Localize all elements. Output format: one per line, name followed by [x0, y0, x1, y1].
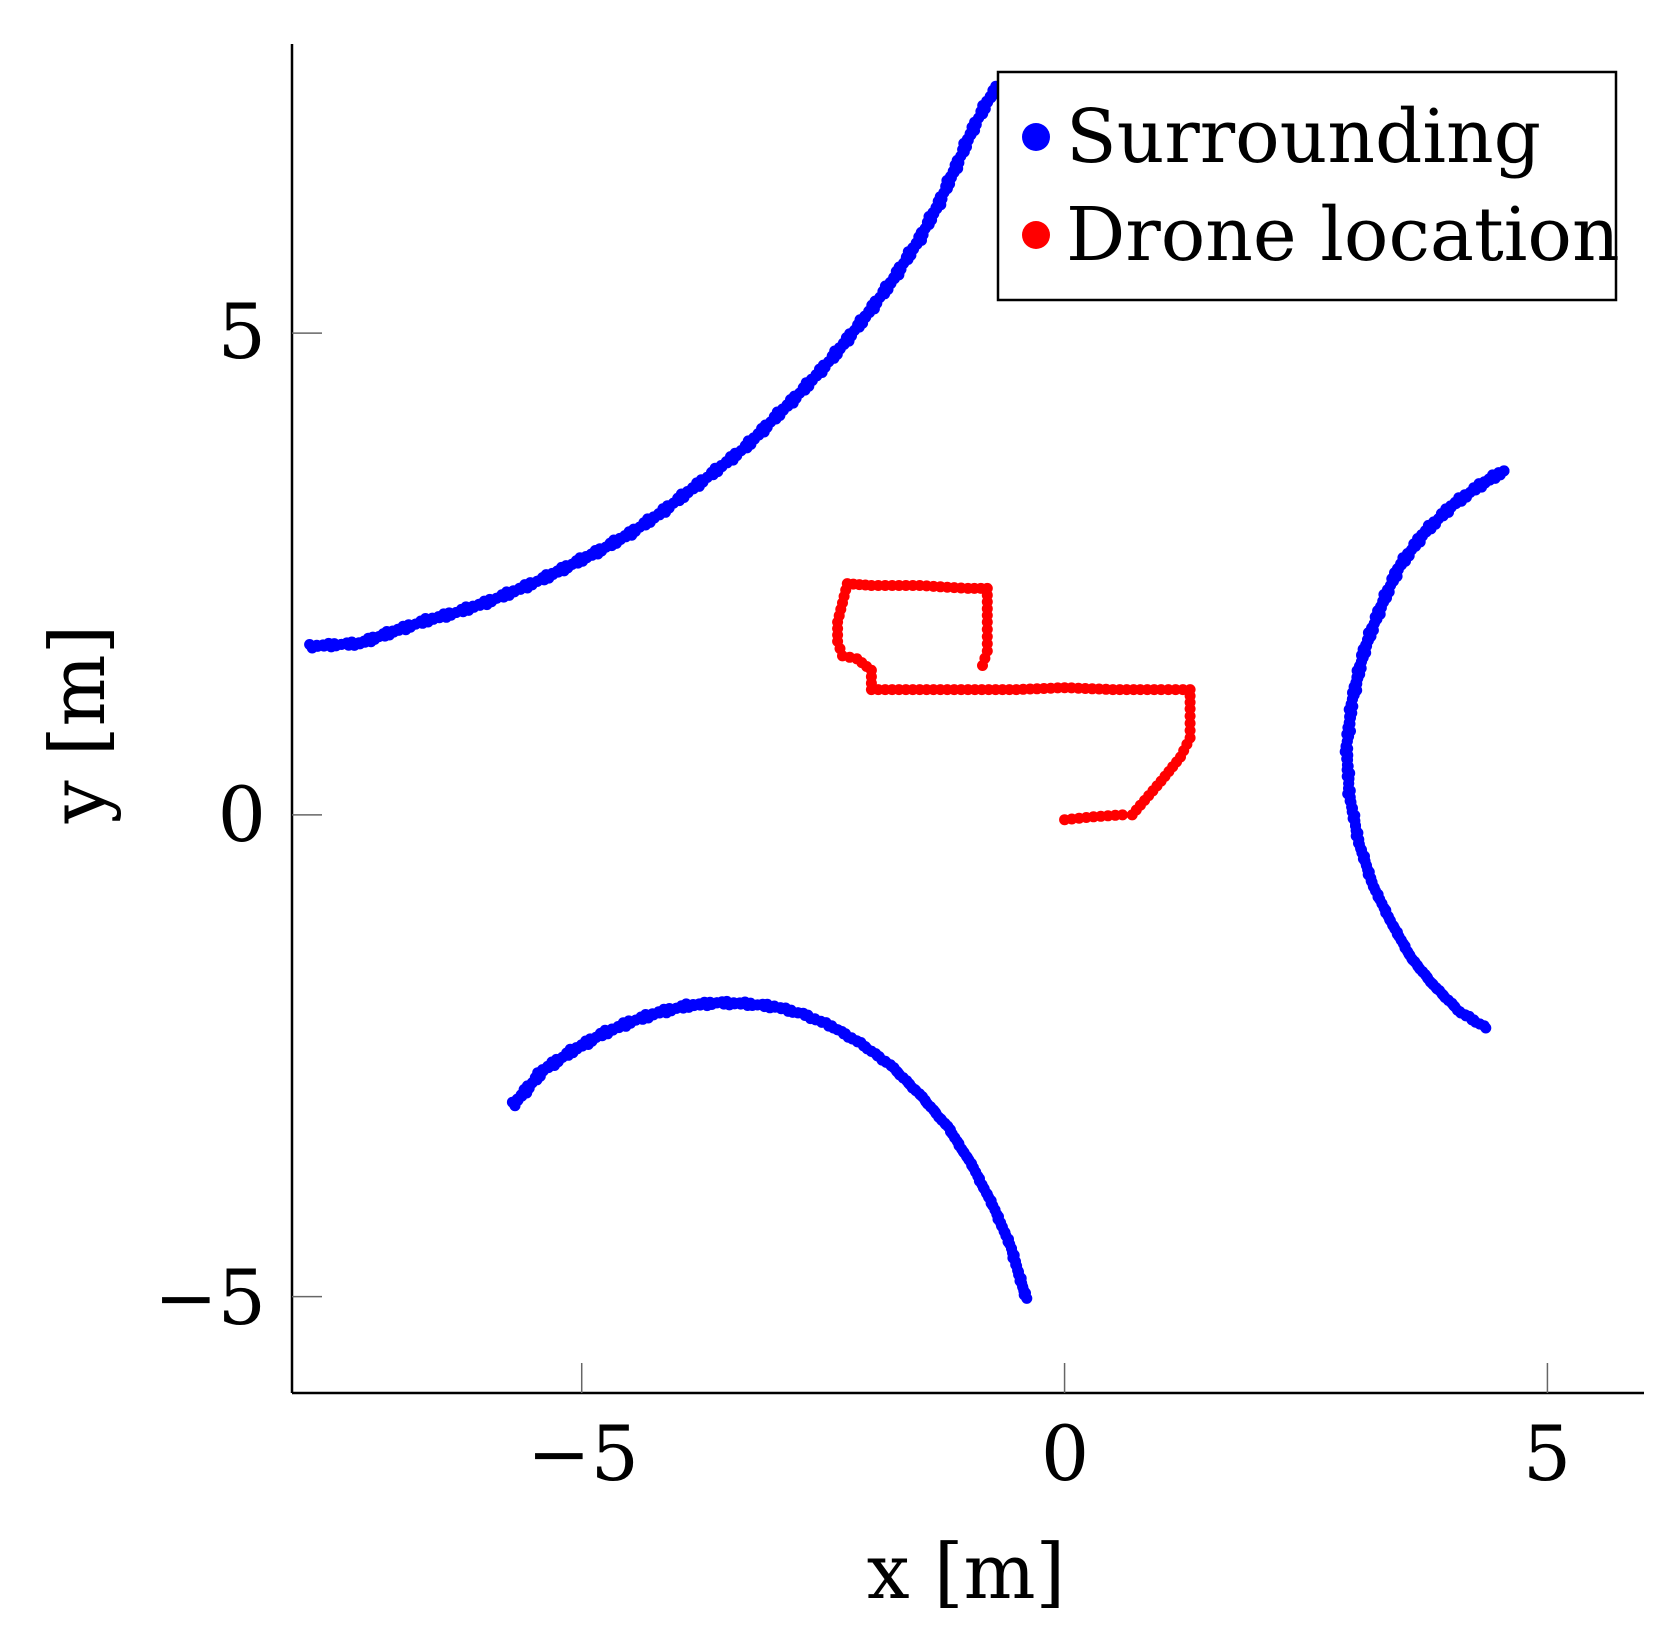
- surrounding-points: [304, 80, 1510, 1304]
- y-tick-label-0: 0: [218, 770, 266, 859]
- x-tick-label-0: 0: [1041, 1409, 1089, 1498]
- x-tick-label-5: 5: [1523, 1409, 1571, 1498]
- drone-points: [832, 578, 1196, 826]
- drone-point: [977, 660, 988, 671]
- legend-marker-surrounding: [1022, 123, 1050, 151]
- drone-point: [1117, 809, 1128, 821]
- legend-marker-drone: [1022, 221, 1050, 249]
- legend-box: [996, 70, 1618, 302]
- surrounding-point: [1021, 1292, 1033, 1304]
- surrounding-point: [1478, 1020, 1490, 1032]
- legend-label-drone: Drone location: [1066, 192, 1620, 278]
- x-axis-title: x [m]: [867, 1527, 1065, 1616]
- y-axis-title: y [m]: [33, 625, 122, 824]
- x-tick-label-neg5: −5: [527, 1409, 639, 1498]
- y-tick-label-neg5: −5: [154, 1253, 266, 1342]
- legend: Surrounding Drone location: [996, 70, 1620, 302]
- legend-label-surrounding: Surrounding: [1066, 94, 1541, 180]
- y-tick-label-5: 5: [218, 287, 266, 376]
- axis-ticks: [292, 332, 1549, 1393]
